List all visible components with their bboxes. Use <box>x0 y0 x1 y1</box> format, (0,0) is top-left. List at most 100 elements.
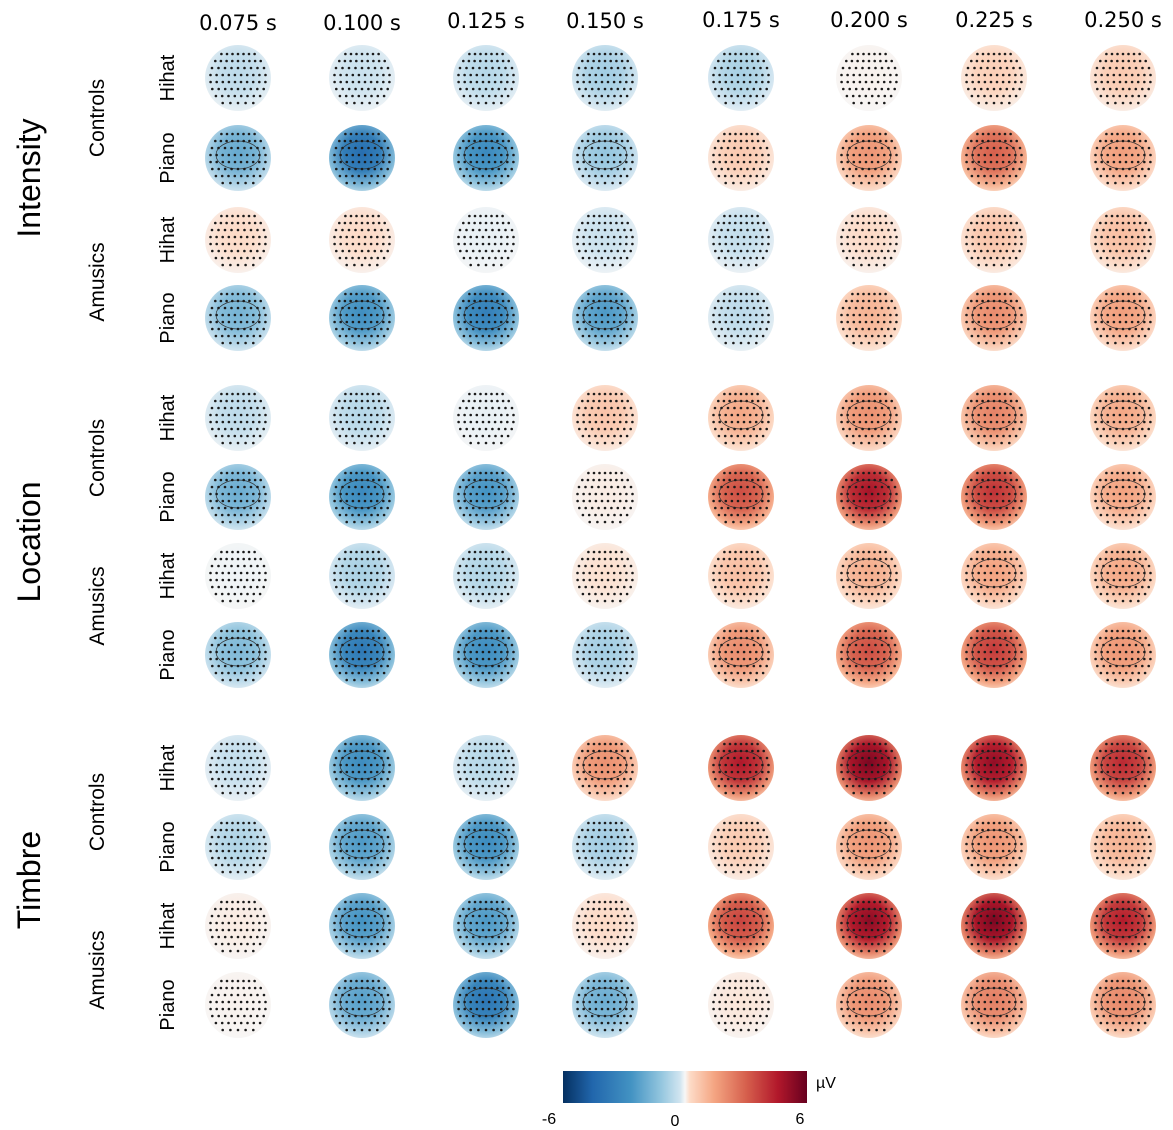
electrode-dot <box>492 678 495 682</box>
electrode-dot <box>467 139 471 143</box>
electrode-dot <box>748 313 752 317</box>
electrode-dot <box>1105 292 1108 296</box>
electrode-dot <box>858 256 861 260</box>
electrode-dot <box>1112 174 1115 178</box>
electrode-dot <box>718 80 721 84</box>
electrode-dot <box>851 292 854 296</box>
electrode-dot <box>864 492 868 496</box>
electrode-dot <box>724 263 727 267</box>
electrode-dot <box>366 292 369 296</box>
electrode-dot <box>492 341 495 345</box>
electrode-dot <box>1134 564 1138 568</box>
electrode-dot <box>976 392 979 396</box>
electrode-dot <box>733 777 736 781</box>
electrode-dot <box>1102 327 1105 331</box>
electrode-dot <box>236 742 240 746</box>
electrode-dot <box>724 153 727 157</box>
electrode-dot <box>492 101 495 105</box>
electrode-dot <box>889 320 892 324</box>
electrode-dot <box>221 599 224 603</box>
electrode-dot <box>465 585 469 589</box>
electrode-dot <box>357 320 361 324</box>
electrode-dot <box>380 506 383 510</box>
electrode-dot <box>477 791 480 795</box>
electrode-dot <box>227 174 230 178</box>
electrode-dot <box>878 292 882 296</box>
electrode-dot <box>490 471 493 475</box>
electrode-dot <box>233 492 237 496</box>
electrode-dot <box>751 749 754 753</box>
electrode-dot <box>475 650 479 654</box>
electrode-dot <box>506 578 509 582</box>
electrode-dot <box>251 770 255 774</box>
electrode-dot <box>335 664 338 668</box>
electrode-dot <box>258 413 261 417</box>
electrode-dot <box>386 643 390 647</box>
electrode-dot <box>848 228 851 232</box>
electrode-dot <box>590 506 594 510</box>
electrode-dot <box>878 392 882 396</box>
electrode-dot <box>471 228 475 232</box>
topomap-intensity-controls-hihat-t4 <box>708 45 774 111</box>
electrode-dot <box>258 242 261 246</box>
electrode-dot <box>717 434 721 438</box>
electrode-dot <box>1121 66 1125 70</box>
electrode-dot <box>349 478 352 482</box>
electrode-dot <box>755 599 758 603</box>
electrode-dot <box>214 59 217 63</box>
electrode-dot <box>745 636 748 640</box>
electrode-dot <box>1108 756 1112 760</box>
electrode-dot <box>590 327 594 331</box>
electrode-dot <box>714 167 717 171</box>
electrode-dot <box>1099 513 1103 517</box>
electrode-dot <box>989 94 993 98</box>
electrode-dot <box>880 306 884 310</box>
electrode-dot <box>369 763 373 767</box>
electrode-dot <box>730 160 734 164</box>
electrode-dot <box>759 406 762 410</box>
electrode-dot <box>366 749 370 753</box>
electrode-dot <box>746 327 749 331</box>
electrode-dot <box>1100 73 1103 77</box>
electrode-dot <box>231 221 234 225</box>
electrode-dot <box>468 784 472 788</box>
electrode-dot <box>1129 101 1132 105</box>
electrode-dot <box>355 557 358 561</box>
electrode-dot <box>745 550 748 554</box>
electrode-dot <box>465 249 469 253</box>
electrode-dot <box>983 235 987 239</box>
electrode-dot <box>1134 249 1138 253</box>
electrode-dot <box>259 221 263 225</box>
electrode-dot <box>876 320 880 324</box>
electrode-dot <box>262 564 266 568</box>
electrode-dot <box>1121 485 1125 489</box>
electrode-dot <box>491 485 494 489</box>
electrode-dot <box>609 399 612 403</box>
electrode-dot <box>215 420 218 424</box>
electrode-dot <box>584 249 587 253</box>
electrode-dot <box>600 434 604 438</box>
electrode-dot <box>343 749 347 753</box>
electrode-dot <box>723 592 727 596</box>
electrode-dot <box>852 678 855 682</box>
electrode-dot <box>880 664 884 668</box>
electrode-dot <box>985 678 988 682</box>
electrode-dot <box>874 777 877 781</box>
electrode-dot <box>1110 299 1113 303</box>
electrode-dot <box>252 181 255 185</box>
electrode-dot <box>754 242 758 246</box>
electrode-dot <box>248 59 251 63</box>
topomap-location-controls-piano-t4 <box>708 464 774 530</box>
electrode-dot <box>1116 292 1119 296</box>
electrode-dot <box>360 221 364 225</box>
electrode-dot <box>373 756 377 760</box>
electrode-dot <box>880 756 884 760</box>
electrode-dot <box>353 791 356 795</box>
electrode-dot <box>338 478 341 482</box>
electrode-dot <box>345 678 349 682</box>
electrode-dot <box>360 636 364 640</box>
electrode-dot <box>582 492 585 496</box>
electrode-dot <box>383 636 387 640</box>
electrode-dot <box>253 132 256 136</box>
electrode-dot <box>214 671 218 675</box>
